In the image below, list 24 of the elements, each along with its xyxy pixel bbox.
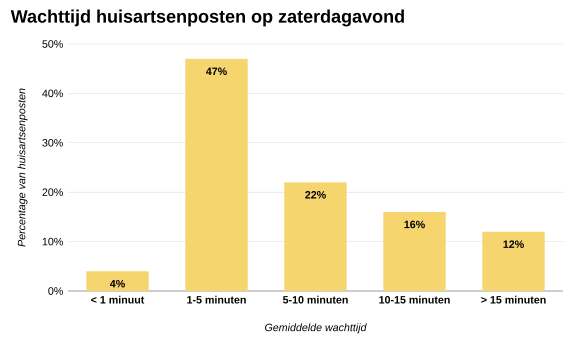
x-axis-title: Gemiddelde wachttijd bbox=[265, 323, 367, 334]
y-tick-label: 30% bbox=[42, 139, 63, 147]
bar bbox=[86, 271, 149, 291]
x-tick-label: 10-15 minuten bbox=[379, 296, 450, 304]
x-tick-label: 5-10 minuten bbox=[282, 296, 348, 304]
y-tick-label: 20% bbox=[42, 188, 63, 196]
data-label: 16% bbox=[404, 220, 425, 228]
bar bbox=[284, 182, 347, 291]
bar bbox=[482, 232, 545, 291]
x-tick-label: 1-5 minuten bbox=[187, 296, 246, 304]
y-tick-label: 0% bbox=[48, 287, 63, 295]
y-tick-label: 50% bbox=[42, 40, 63, 48]
data-label: 47% bbox=[206, 68, 227, 76]
y-tick-label: 40% bbox=[42, 90, 63, 98]
data-label: 12% bbox=[504, 240, 524, 248]
data-label: 4% bbox=[110, 280, 125, 288]
data-label: 22% bbox=[305, 191, 326, 199]
x-tick-label: < 1 minuut bbox=[91, 296, 144, 304]
y-tick-label: 10% bbox=[42, 238, 63, 246]
chart-title: Wachttijd huisartsenposten op zaterdagavond bbox=[10, 10, 404, 26]
bar bbox=[383, 212, 446, 291]
y-axis-title: Percentage van huisartsenposten bbox=[18, 88, 28, 247]
bar bbox=[185, 58, 248, 291]
x-tick-label: > 15 minuten bbox=[481, 296, 546, 304]
